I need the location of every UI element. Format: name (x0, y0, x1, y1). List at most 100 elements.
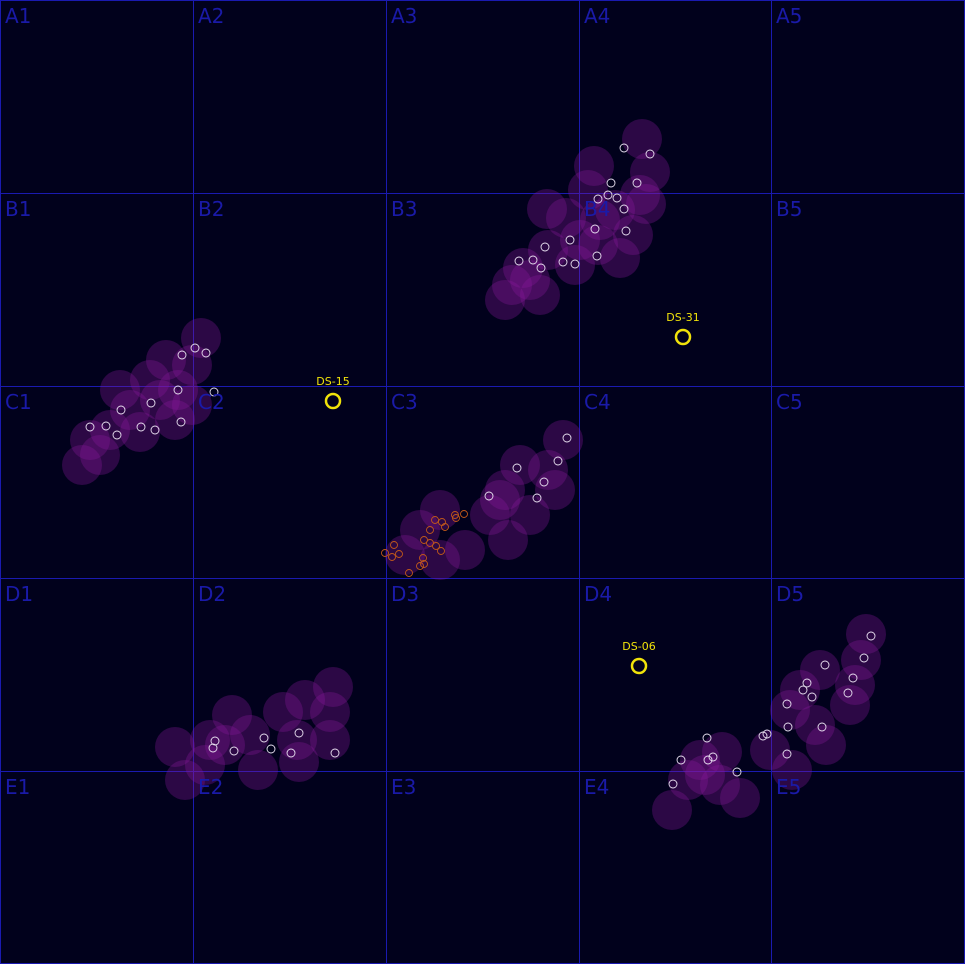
contact-marker[interactable] (782, 749, 792, 759)
contact-marker[interactable] (593, 194, 603, 204)
contact-marker-orange[interactable] (431, 516, 439, 524)
contact-marker-orange[interactable] (420, 560, 428, 568)
signal-halo (846, 614, 886, 654)
contact-marker-orange[interactable] (395, 550, 403, 558)
contact-marker[interactable] (782, 699, 792, 709)
contact-marker-orange[interactable] (452, 514, 460, 522)
contact-marker[interactable] (190, 343, 200, 353)
contact-marker-orange[interactable] (419, 554, 427, 562)
signal-halo (400, 510, 440, 550)
signal-halo (841, 640, 881, 680)
contact-marker[interactable] (843, 688, 853, 698)
contact-marker[interactable] (540, 242, 550, 252)
contact-marker[interactable] (553, 456, 563, 466)
contact-marker[interactable] (619, 204, 629, 214)
signal-halo (568, 170, 608, 210)
contact-marker[interactable] (668, 779, 678, 789)
contact-marker[interactable] (484, 491, 494, 501)
contact-marker[interactable] (632, 178, 642, 188)
signal-halo (772, 750, 812, 790)
contact-marker[interactable] (116, 405, 126, 415)
contact-marker[interactable] (859, 653, 869, 663)
station-ds-31-marker[interactable] (674, 328, 692, 346)
station-ds-06-marker[interactable] (630, 657, 648, 675)
contact-marker[interactable] (209, 387, 219, 397)
signal-halo (263, 692, 303, 732)
contact-marker[interactable] (266, 744, 276, 754)
contact-marker[interactable] (539, 477, 549, 487)
contact-marker[interactable] (562, 433, 572, 443)
signal-halo (238, 750, 278, 790)
contact-marker[interactable] (176, 417, 186, 427)
contact-marker[interactable] (866, 631, 876, 641)
contact-marker[interactable] (676, 755, 686, 765)
contact-marker[interactable] (201, 348, 211, 358)
contact-marker[interactable] (645, 149, 655, 159)
contact-marker[interactable] (229, 746, 239, 756)
contact-marker[interactable] (848, 673, 858, 683)
contact-marker[interactable] (702, 733, 712, 743)
contact-marker[interactable] (798, 685, 808, 695)
contact-marker[interactable] (286, 748, 296, 758)
contact-marker[interactable] (603, 190, 613, 200)
contact-marker[interactable] (536, 263, 546, 273)
contact-marker-orange[interactable] (381, 549, 389, 557)
station-ds-15-marker[interactable] (324, 392, 342, 410)
contact-marker[interactable] (528, 255, 538, 265)
contact-marker[interactable] (146, 398, 156, 408)
contact-marker[interactable] (621, 226, 631, 236)
signal-halo (626, 184, 666, 224)
contact-marker[interactable] (330, 748, 340, 758)
contact-marker[interactable] (570, 259, 580, 269)
contact-marker-orange[interactable] (390, 541, 398, 549)
contact-marker[interactable] (619, 143, 629, 153)
contact-marker-orange[interactable] (405, 569, 413, 577)
signal-halo (527, 189, 567, 229)
contact-marker[interactable] (732, 767, 742, 777)
signal-halo (528, 450, 568, 490)
contact-marker[interactable] (612, 193, 622, 203)
contact-marker-orange[interactable] (426, 526, 434, 534)
contact-marker[interactable] (783, 722, 793, 732)
contact-marker[interactable] (101, 421, 111, 431)
contact-marker[interactable] (592, 251, 602, 261)
contact-marker[interactable] (294, 728, 304, 738)
signal-halo (613, 215, 653, 255)
contact-marker[interactable] (150, 425, 160, 435)
contact-marker[interactable] (177, 350, 187, 360)
contact-marker[interactable] (558, 257, 568, 267)
contact-marker[interactable] (532, 493, 542, 503)
contact-marker[interactable] (565, 235, 575, 245)
contact-marker-orange[interactable] (416, 562, 424, 570)
contact-marker[interactable] (208, 743, 218, 753)
contact-marker[interactable] (703, 755, 713, 765)
contact-marker[interactable] (136, 422, 146, 432)
contact-marker[interactable] (817, 722, 827, 732)
contact-marker[interactable] (512, 463, 522, 473)
contact-marker-orange[interactable] (441, 523, 449, 531)
contact-marker-orange[interactable] (432, 542, 440, 550)
contact-marker-orange[interactable] (437, 547, 445, 555)
grid-cell-label: E3 (391, 775, 417, 799)
signal-halo (668, 760, 708, 800)
contact-marker[interactable] (820, 660, 830, 670)
contact-marker[interactable] (112, 430, 122, 440)
contact-marker[interactable] (758, 731, 768, 741)
contact-marker[interactable] (590, 224, 600, 234)
contact-marker[interactable] (259, 733, 269, 743)
contact-marker[interactable] (762, 729, 772, 739)
contact-marker[interactable] (514, 256, 524, 266)
contact-marker[interactable] (606, 178, 616, 188)
contact-marker-orange[interactable] (460, 510, 468, 518)
signal-halo (230, 715, 270, 755)
signal-halo (158, 370, 198, 410)
contact-marker[interactable] (708, 752, 718, 762)
contact-marker[interactable] (802, 678, 812, 688)
contact-marker-orange[interactable] (388, 553, 396, 561)
contact-marker[interactable] (807, 692, 817, 702)
contact-marker[interactable] (210, 736, 220, 746)
contact-marker[interactable] (85, 422, 95, 432)
contact-marker[interactable] (173, 385, 183, 395)
